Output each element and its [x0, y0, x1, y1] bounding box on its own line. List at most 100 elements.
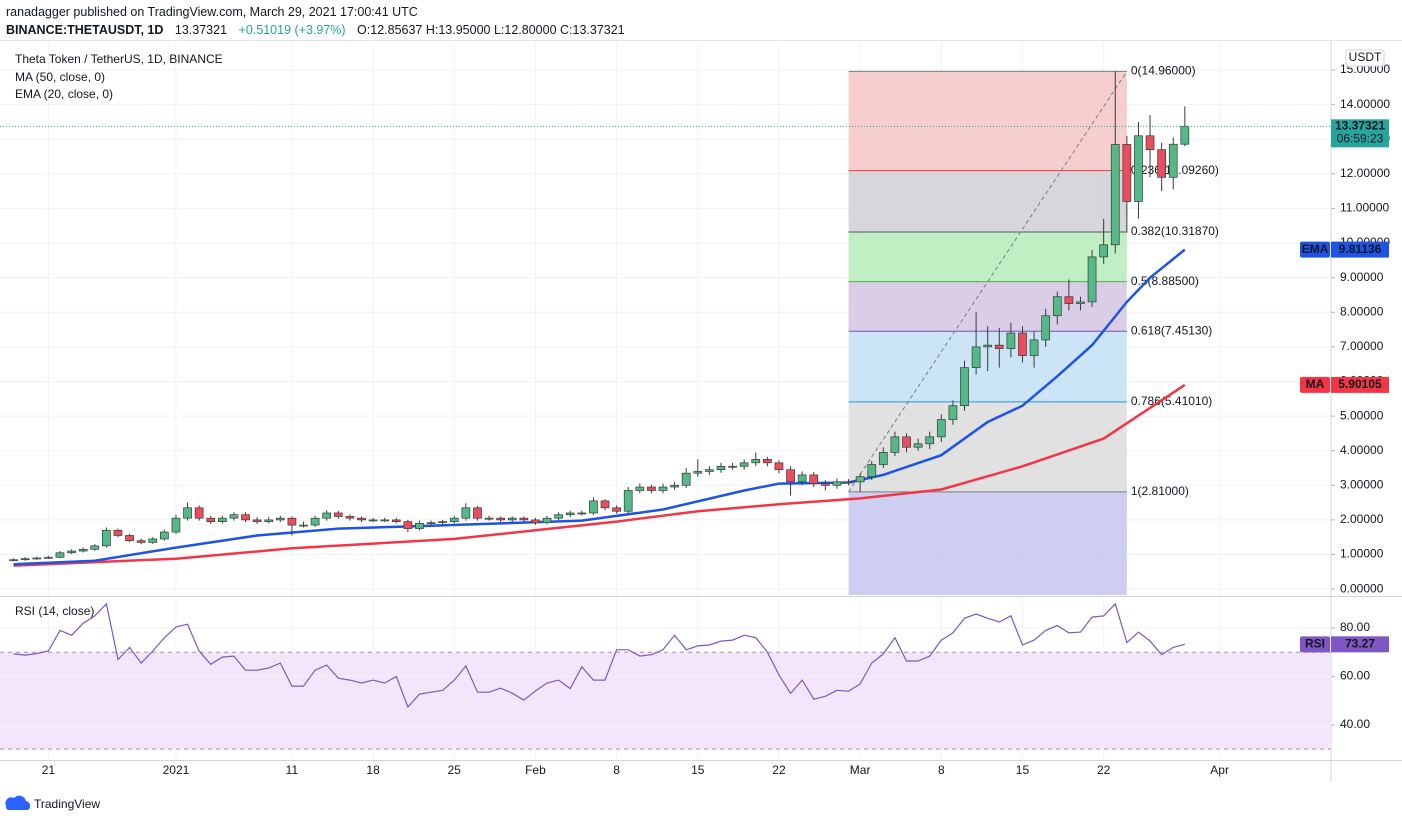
rsi-tag-label-box	[1300, 636, 1330, 653]
candle-body	[519, 517, 529, 521]
candle-body	[206, 517, 216, 522]
x-tick-label: Feb	[525, 763, 546, 777]
candle-body	[252, 519, 262, 522]
candle-body	[1087, 256, 1097, 303]
candle-body	[102, 529, 111, 547]
legend-ma: MA (50, close, 0)	[15, 70, 105, 84]
candle-body	[878, 452, 888, 465]
ohlc: O:12.85637 H:13.95000 L:12.80000 C:13.37…	[357, 23, 625, 37]
candle-body	[913, 443, 923, 448]
candle-body	[299, 524, 308, 527]
candle-body	[1018, 332, 1027, 356]
candle-body	[1180, 125, 1190, 145]
y-tick-label: 14.00000	[1340, 97, 1390, 111]
x-tick-label: 25	[448, 763, 462, 777]
candle-body	[415, 523, 424, 529]
candle-body	[565, 512, 575, 516]
header-line: ranadagger published on TradingView.com,…	[6, 5, 426, 19]
symbol-line: BINANCE:THETAUSDT, 1D 13.37321 +0.51019 …	[6, 23, 633, 37]
candle-body	[647, 486, 656, 491]
candle-body	[902, 436, 911, 448]
y-tick-label: 8.00000	[1340, 304, 1384, 318]
x-tick-label: 15	[691, 763, 705, 777]
candle-body	[983, 344, 993, 348]
candle-body	[125, 535, 134, 542]
candle-body	[751, 458, 761, 464]
candle-body	[333, 512, 343, 517]
candle-body	[1099, 244, 1109, 258]
candle-body	[136, 540, 146, 543]
chart-title: Theta Token / TetherUS, 1D, BINANCE	[15, 52, 223, 66]
candle-body	[728, 465, 737, 468]
x-tick-label: 8	[938, 763, 945, 777]
candle-body	[473, 507, 482, 519]
candle-body	[960, 367, 969, 407]
y-tick-label: 3.00000	[1340, 477, 1384, 491]
rsi-tick-label: 40.00	[1340, 717, 1370, 731]
candle-body	[531, 519, 540, 524]
rsi-band	[0, 652, 1331, 750]
fib-label: 0.5(8.88500)	[1131, 274, 1199, 288]
currency-label: USDT	[1349, 50, 1382, 64]
x-tick-label: 21	[42, 763, 56, 777]
symbol: BINANCE:THETAUSDT, 1D	[6, 23, 164, 37]
candle-body	[171, 517, 181, 533]
fib-zone	[848, 281, 1127, 332]
candle-body	[496, 517, 505, 521]
price-tag	[1331, 119, 1389, 148]
candle-body	[971, 346, 981, 368]
candle-body	[322, 512, 332, 519]
x-tick-label: 15	[1016, 763, 1030, 777]
candle-body	[1145, 135, 1155, 150]
candle-body	[44, 556, 53, 559]
candle-body	[832, 481, 842, 486]
brand-name: TradingView	[34, 797, 100, 811]
candle-body	[623, 490, 633, 512]
candle-body	[693, 471, 703, 474]
ema-line	[13, 248, 1186, 566]
candle-body	[600, 500, 610, 509]
x-tick-label: Apr	[1210, 763, 1229, 777]
candle-body	[229, 514, 239, 519]
candle-body	[855, 476, 865, 483]
candle-body	[426, 522, 436, 525]
x-tick-label: 18	[366, 763, 380, 777]
candle-body	[936, 419, 946, 438]
fib-zone	[848, 491, 1127, 595]
x-tick-label: 8	[613, 763, 620, 777]
fib-zone	[848, 401, 1127, 492]
candle-body	[148, 538, 158, 543]
rsi-tag-value: 73.27	[1345, 636, 1375, 650]
candle-body	[391, 519, 401, 522]
price-tag-countdown: 06:59:23	[1337, 131, 1384, 145]
candle-body	[1134, 135, 1143, 202]
candle-body	[994, 344, 1004, 349]
fib-trend-line	[848, 71, 1128, 493]
candle-body	[345, 516, 355, 519]
ma-tag-label-box	[1300, 376, 1330, 393]
candle-body	[890, 436, 900, 453]
y-tick-label: 11.00000	[1340, 201, 1389, 215]
candle-body	[1076, 301, 1085, 304]
rsi-tag-label: RSI	[1305, 636, 1325, 650]
ema-tag-label-box	[1300, 241, 1330, 258]
ma-tag	[1331, 376, 1389, 393]
candle-body	[1052, 296, 1062, 317]
candle-body	[763, 458, 772, 464]
ma-tag-label: MA	[1306, 377, 1325, 391]
y-tick-label: 2.00000	[1340, 512, 1384, 526]
candle-body	[310, 517, 320, 526]
rsi-line	[13, 602, 1185, 709]
candle-body	[217, 517, 227, 522]
candle-body	[844, 481, 853, 484]
x-tick-label: 2021	[163, 763, 190, 777]
y-tick-label: 5.00000	[1340, 408, 1384, 422]
candle-body	[1064, 296, 1074, 304]
fib-label: 0(14.96000)	[1131, 64, 1196, 78]
candle-body	[368, 519, 378, 522]
candle-body	[160, 531, 169, 540]
candle-body	[1006, 332, 1016, 349]
fib-zone	[848, 170, 1127, 233]
